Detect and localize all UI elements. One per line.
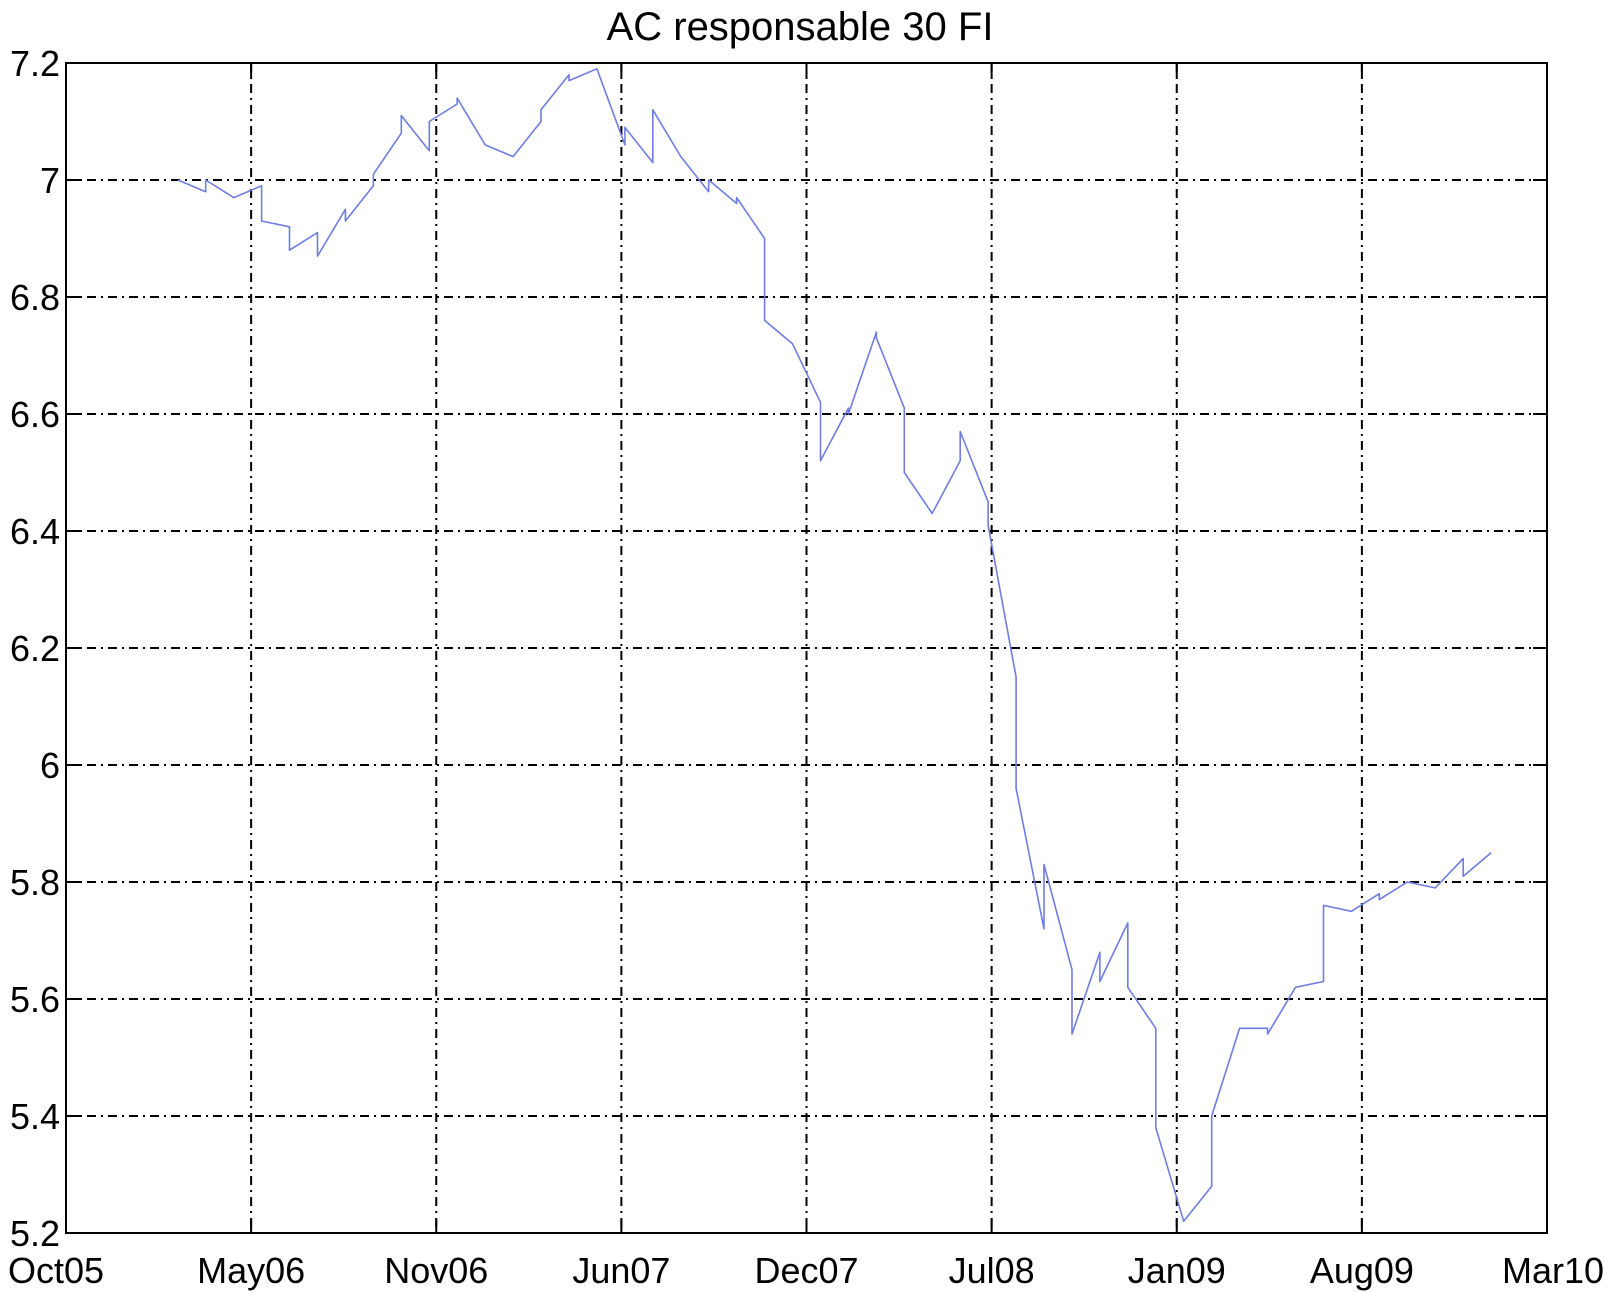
y-tick-label: 5.6	[10, 979, 60, 1020]
y-tick-label: 6.8	[10, 277, 60, 318]
series-layer	[177, 68, 1492, 1223]
x-tick-label: Mar10	[1502, 1250, 1604, 1291]
y-tick-label: 5.2	[10, 1213, 60, 1254]
x-axis-tick-labels: Oct05 May06 Nov06 Jun07 Dec07 Jul08 Jan09 Aug09…	[8, 1250, 1604, 1291]
x-tick-label: Jun07	[572, 1250, 670, 1291]
grid-lines	[66, 63, 1547, 1233]
y-tick-label: 5.4	[10, 1096, 60, 1137]
y-tick-label: 6.2	[10, 628, 60, 669]
y-tick-label: 5.8	[10, 862, 60, 903]
y-tick-label: 7	[40, 160, 60, 201]
y-tick-label: 6.6	[10, 394, 60, 435]
x-tick-label: Oct05	[8, 1250, 104, 1291]
axis-ticks	[65, 62, 1548, 1234]
x-tick-label: Dec07	[754, 1250, 858, 1291]
y-axis-tick-labels: 5.2 5.4 5.6 5.8 6 6.2 6.4 6.6 6.8 7 7.2	[10, 43, 60, 1254]
y-tick-label: 7.2	[10, 43, 60, 84]
x-tick-label: Nov06	[384, 1250, 488, 1291]
y-tick-label: 6.4	[10, 511, 60, 552]
y-tick-label: 6	[40, 745, 60, 786]
x-tick-label: May06	[197, 1250, 305, 1291]
x-tick-label: Jan09	[1128, 1250, 1226, 1291]
x-tick-label: Jul08	[949, 1250, 1035, 1291]
x-tick-label: Aug09	[1310, 1250, 1414, 1291]
chart-title: AC responsable 30 FI	[607, 5, 994, 49]
series-line	[177, 68, 1492, 1223]
